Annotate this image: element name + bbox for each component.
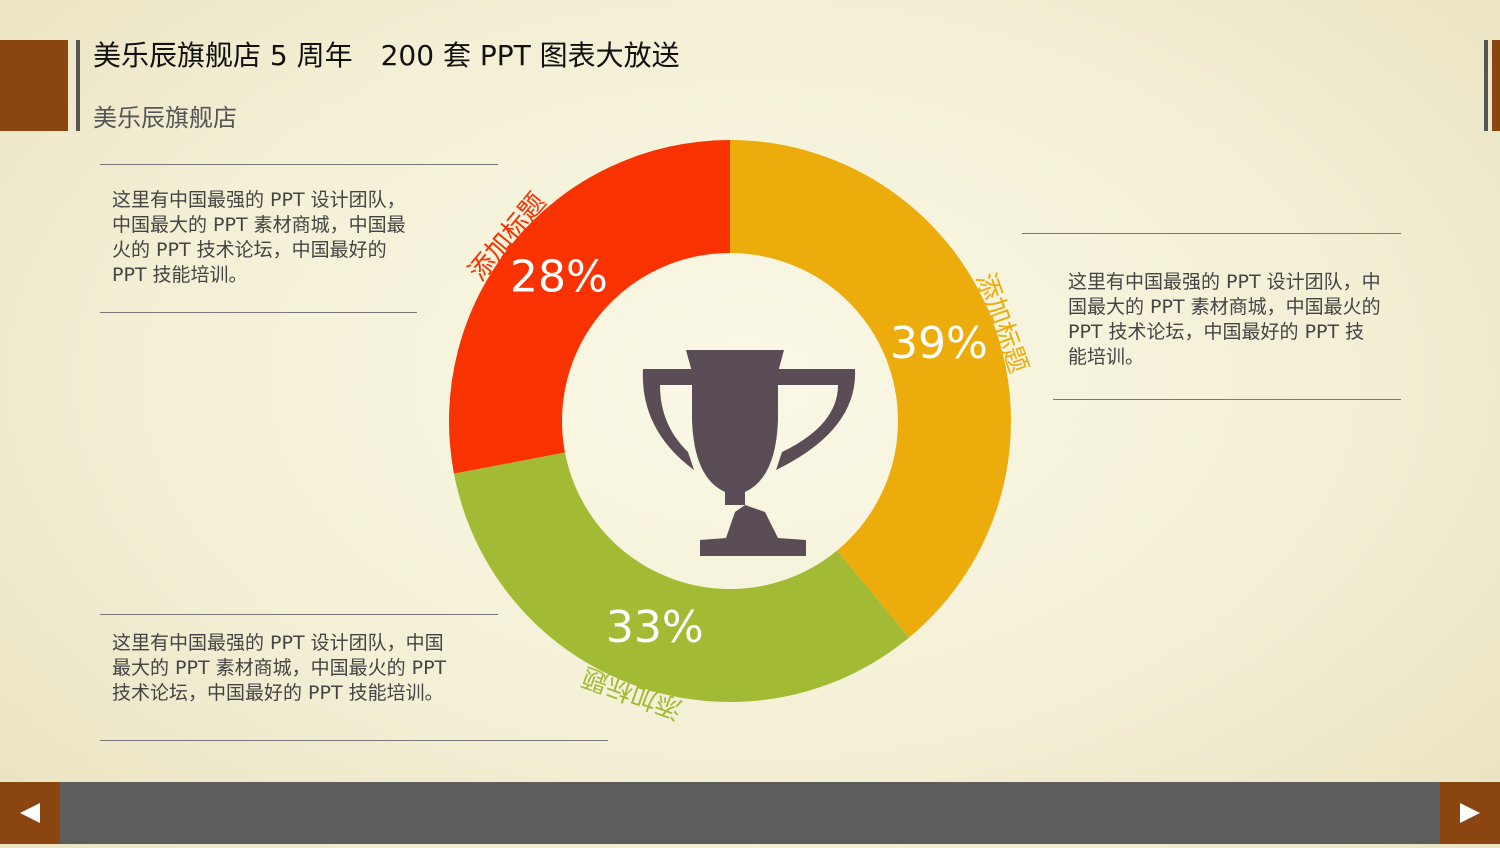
subtitle: 美乐辰旗舰店: [93, 104, 237, 132]
rule: [100, 614, 498, 615]
rule: [100, 164, 498, 165]
right-tab: [1492, 40, 1500, 131]
value-label: 33%: [606, 602, 704, 653]
note: 这里有中国最强的 PPT 设计团队，中国最大的 PPT 素材商城，中国最火的 P…: [1068, 271, 1381, 368]
next-button[interactable]: [1440, 782, 1500, 844]
rule: [100, 312, 417, 313]
title: 美乐辰旗舰店 5 周年 200 套 PPT 图表大放送: [93, 39, 680, 72]
note: 这里有中国最强的 PPT 设计团队，中国最大的 PPT 素材商城，中国最火的 P…: [112, 189, 406, 286]
prev-button[interactable]: [0, 782, 60, 844]
donut-segment: [448, 140, 730, 474]
rule: [100, 740, 608, 741]
right-rule: [1484, 40, 1488, 131]
footer-bar: [0, 782, 1500, 844]
note: 这里有中国最强的 PPT 设计团队，中国最大的 PPT 素材商城，中国最火的 P…: [112, 632, 447, 704]
donut-segment: [730, 140, 1012, 638]
trophy-icon: [642, 350, 856, 556]
value-label: 39%: [890, 318, 988, 369]
value-label: 28%: [510, 251, 608, 302]
donut-segment: [453, 452, 910, 702]
rule: [1053, 399, 1401, 400]
left-rule: [76, 40, 80, 131]
left-tab: [0, 40, 68, 131]
rule: [1022, 233, 1401, 234]
